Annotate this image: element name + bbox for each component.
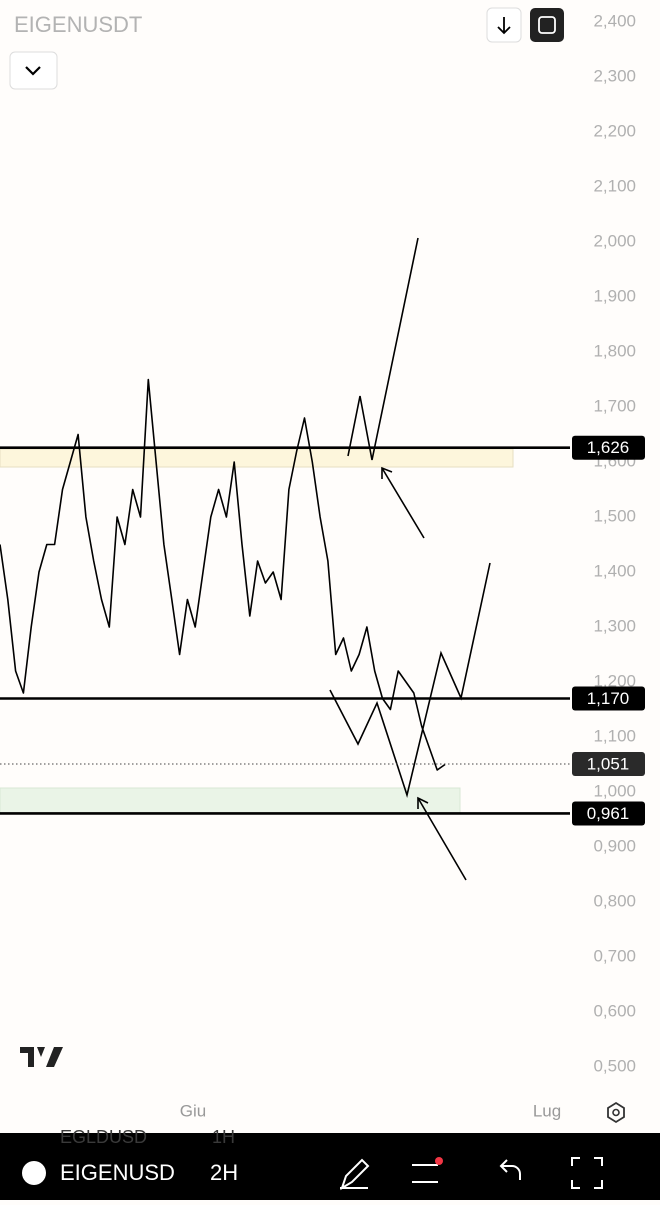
y-tick-label: 1,900 — [593, 286, 636, 305]
y-tick-label: 2,300 — [593, 66, 636, 85]
arrow — [417, 797, 467, 881]
last-price-label: 1,051 — [587, 754, 630, 773]
level-box — [572, 686, 645, 711]
draw-tool[interactable] — [340, 1158, 370, 1191]
demand-zone — [0, 787, 461, 815]
toolbar-interval[interactable]: 2H — [210, 1160, 238, 1185]
chevron-icon — [25, 66, 41, 76]
price-line — [0, 378, 446, 771]
ghost-interval: 1H — [212, 1127, 235, 1147]
arrow-head — [381, 466, 393, 479]
supply-zone — [0, 448, 514, 468]
y-tick-label: 1,800 — [593, 341, 636, 360]
collapse-button[interactable] — [9, 51, 58, 90]
bottom-toolbar — [0, 1133, 660, 1200]
tv-logo — [20, 1047, 63, 1067]
drawings — [329, 237, 491, 881]
x-tick-label: Giu — [180, 1101, 206, 1120]
y-tick-label: 0,700 — [593, 946, 636, 965]
level-label: 0,961 — [587, 804, 630, 823]
y-tick-label: 0,800 — [593, 891, 636, 910]
fullscreen-tool[interactable] — [571, 1157, 603, 1189]
y-tick-label: 2,200 — [593, 121, 636, 140]
projection-line — [329, 562, 491, 798]
y-tick-label: 1,500 — [593, 506, 636, 525]
y-tick-label: 2,100 — [593, 176, 636, 195]
last-price-box — [572, 751, 645, 776]
indicators-tool[interactable] — [412, 1164, 438, 1183]
level-label: 1,626 — [587, 438, 630, 457]
y-tick-label: 0,600 — [593, 1001, 636, 1020]
y-tick-label: 1,200 — [593, 671, 636, 690]
y-tick-label: 1,400 — [593, 561, 636, 580]
arrow-head — [417, 796, 429, 809]
y-tick-label: 1,100 — [593, 726, 636, 745]
level-label: 1,170 — [587, 689, 630, 708]
settings-icon-center — [612, 1108, 620, 1117]
y-tick-label: 2,000 — [593, 231, 636, 250]
down-icon — [497, 17, 511, 35]
projection-line — [347, 237, 419, 461]
arrow — [381, 467, 425, 539]
y-tick-label: 2,400 — [593, 11, 636, 30]
x-tick-label: Lug — [533, 1101, 561, 1120]
notification-dot — [435, 1157, 443, 1165]
y-tick-label: 1,700 — [593, 396, 636, 415]
settings-icon[interactable] — [607, 1101, 625, 1124]
y-tick-label: 1,000 — [593, 781, 636, 800]
level-box — [572, 435, 645, 460]
fullscreen-icon — [538, 16, 556, 34]
ghost-symbol: EGLDUSD — [60, 1127, 147, 1147]
y-tick-label: 0,500 — [593, 1056, 636, 1075]
symbol-title: EIGENUSDT — [14, 12, 142, 37]
y-tick-label: 0,900 — [593, 836, 636, 855]
level-box — [572, 801, 645, 826]
fullscreen-button[interactable] — [530, 8, 564, 42]
toolbar-symbol[interactable]: EIGENUSD — [60, 1160, 175, 1185]
undo-tool[interactable] — [499, 1159, 521, 1180]
y-tick-label: 1,300 — [593, 616, 636, 635]
symbol-logo — [22, 1161, 46, 1185]
